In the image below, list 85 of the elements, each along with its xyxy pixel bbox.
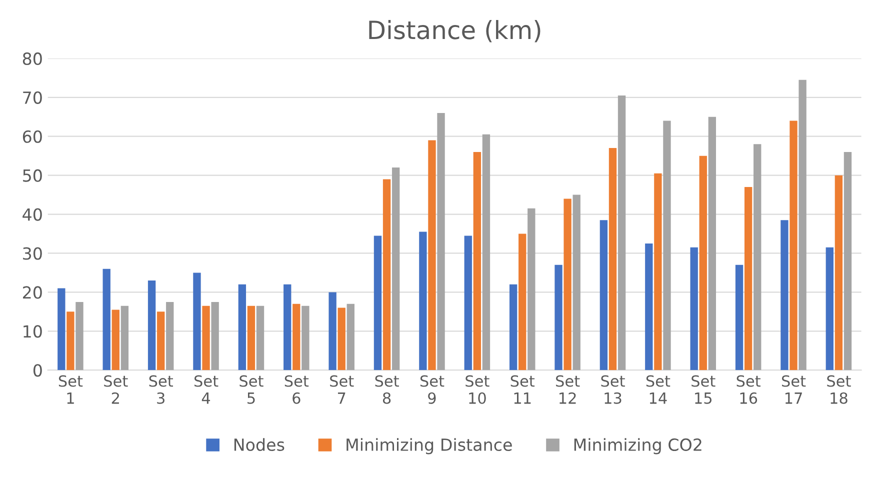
x-tick-label: Set 12	[556, 375, 580, 404]
x-tick-label: Set 5	[240, 375, 264, 404]
y-tick-label: 10	[24, 325, 42, 338]
bar	[564, 198, 572, 370]
bar	[374, 236, 382, 370]
y-tick-label: 70	[23, 91, 42, 104]
legend-label: Nodes	[234, 438, 284, 452]
y-tick-label: 60	[22, 130, 42, 143]
bar	[600, 220, 608, 370]
bar	[780, 220, 788, 370]
bar	[572, 194, 580, 370]
x-tick-label: Set 17	[782, 375, 806, 404]
x-tick-label: Set 18	[827, 375, 851, 404]
bar	[528, 208, 536, 370]
bar	[120, 306, 129, 370]
y-tick-label: 20	[23, 286, 42, 299]
bar	[437, 112, 445, 370]
bar	[328, 292, 336, 370]
bar	[554, 264, 562, 370]
bar	[744, 187, 752, 370]
y-tick-label: 50	[23, 169, 42, 182]
bar	[844, 152, 852, 370]
bar	[392, 168, 400, 370]
bar	[690, 247, 698, 370]
bar	[518, 234, 526, 370]
x-tick-label: Set 16	[736, 375, 760, 404]
bar	[826, 247, 834, 370]
bar	[464, 236, 472, 370]
bar	[338, 308, 346, 370]
x-tick-label: Set 11	[510, 375, 535, 404]
y-tick-label: 0	[33, 364, 42, 377]
x-tick-label: Set 15	[692, 375, 716, 404]
x-tick-label: Set 6	[284, 375, 309, 404]
x-tick-label: Set 10	[466, 375, 490, 404]
bar	[382, 179, 391, 370]
bar	[834, 175, 843, 370]
bar	[247, 306, 256, 370]
bar	[256, 306, 264, 370]
x-tick-label: Set 1	[58, 375, 83, 404]
bar	[302, 306, 310, 370]
y-tick-label: 30	[23, 247, 42, 260]
bar	[790, 120, 798, 370]
bar	[211, 302, 219, 370]
y-tick-label: 40	[22, 208, 42, 221]
bar	[645, 244, 653, 370]
bar	[798, 80, 806, 370]
bar	[202, 306, 210, 370]
bar	[346, 304, 354, 370]
x-tick-label: Set 13	[601, 375, 625, 404]
bar	[735, 264, 744, 370]
bar	[473, 152, 482, 370]
x-tick-label: Set 2	[104, 375, 128, 404]
bar	[156, 312, 165, 370]
bar	[66, 312, 74, 370]
bar	[112, 310, 120, 370]
x-tick-label: Set 7	[330, 375, 354, 404]
chart-title: Distance (km)	[369, 20, 540, 42]
bar	[754, 144, 762, 370]
bar	[148, 280, 156, 370]
bar	[654, 173, 662, 370]
bar	[193, 272, 201, 370]
legend-label: Minimizing Distance	[346, 438, 512, 454]
bar	[238, 284, 246, 370]
bar	[428, 140, 436, 370]
bar	[509, 284, 518, 370]
bar	[708, 116, 716, 370]
bar	[663, 120, 671, 370]
x-tick-label: Set 9	[420, 375, 444, 404]
bar	[419, 232, 427, 370]
bar	[482, 134, 490, 370]
x-tick-label: Set 4	[194, 375, 218, 404]
bar	[699, 156, 707, 370]
bar	[58, 288, 66, 370]
legend-label: Minimizing CO2	[574, 438, 702, 454]
x-tick-label: Set 14	[646, 375, 670, 404]
bar	[166, 302, 174, 370]
bar	[618, 95, 626, 370]
bar	[284, 284, 292, 370]
bar	[292, 304, 300, 370]
bar	[102, 268, 110, 370]
y-tick-label: 80	[22, 52, 42, 66]
x-tick-label: Set 8	[375, 375, 399, 404]
bar	[608, 148, 617, 370]
x-tick-label: Set 3	[149, 375, 174, 404]
bar	[76, 302, 84, 370]
